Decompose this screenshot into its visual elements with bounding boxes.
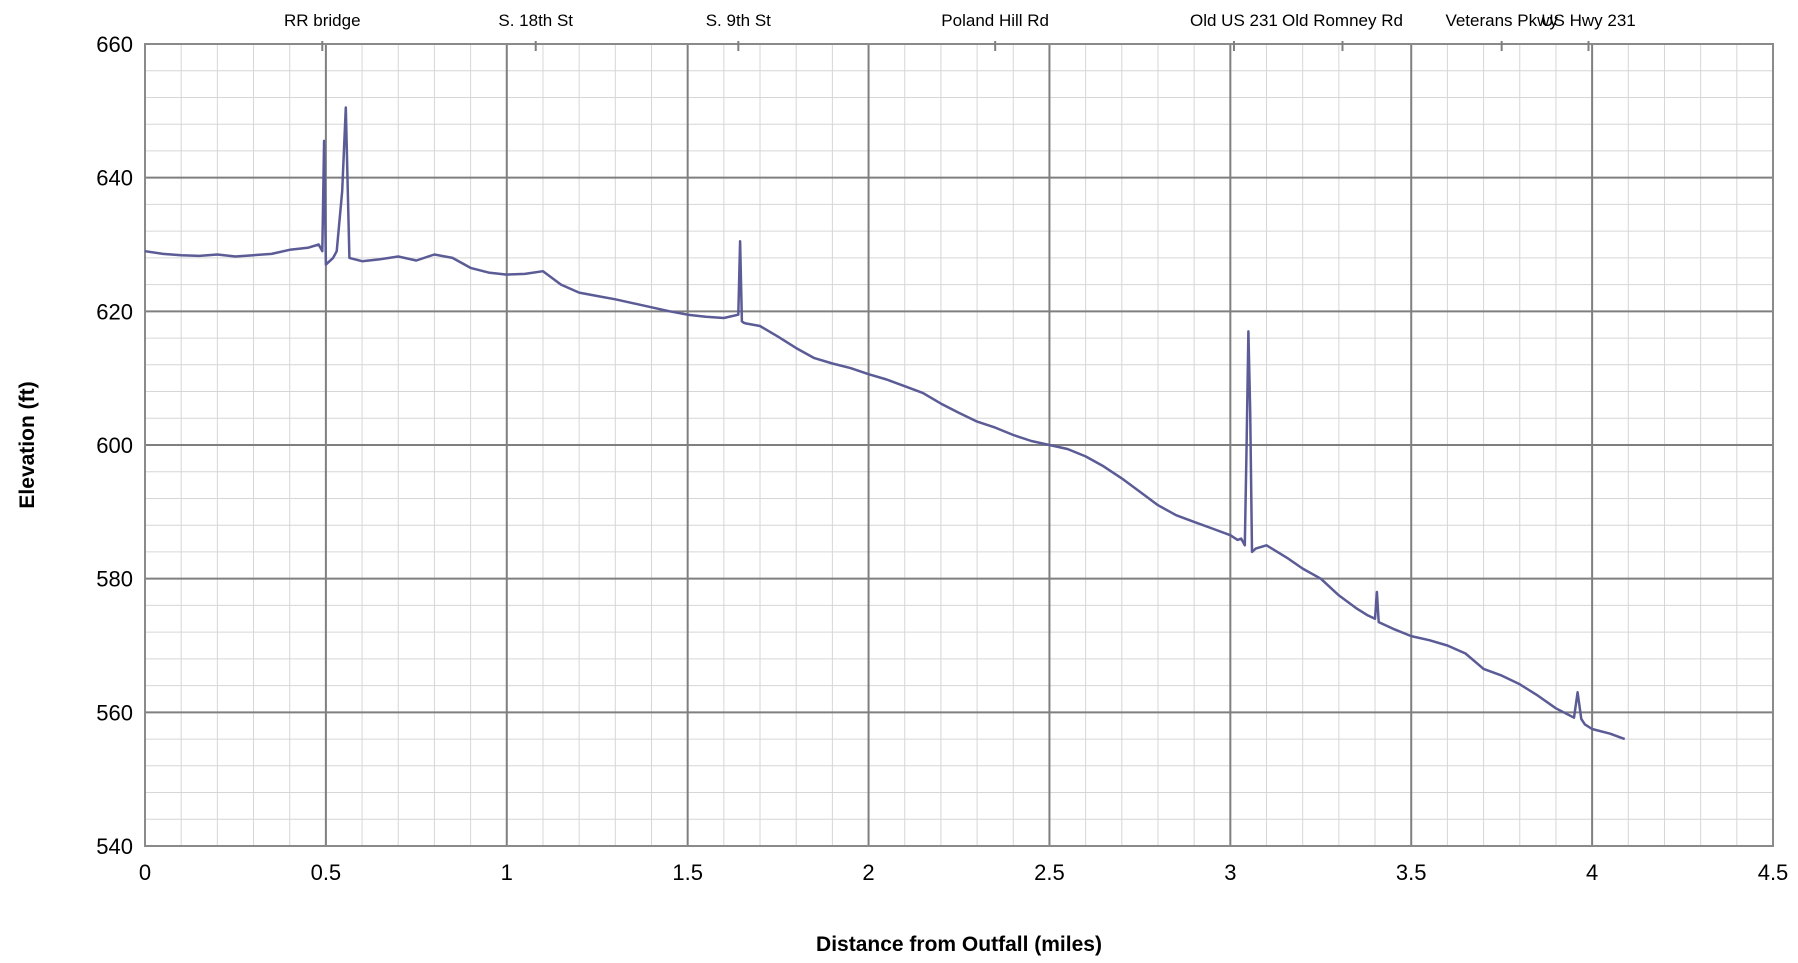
y-tick-label: 660	[96, 32, 133, 57]
x-tick-label: 0	[139, 860, 151, 885]
y-tick-label: 580	[96, 567, 133, 592]
y-tick-label: 600	[96, 433, 133, 458]
landmark-label: S. 9th St	[706, 11, 771, 30]
elevation-series-line	[144, 106, 1626, 741]
x-tick-labels: 0 0.5 1 1.5 2 2.5 3 3.5 4 4.5	[139, 860, 1788, 885]
x-tick-label: 2.5	[1034, 860, 1065, 885]
plot-border	[144, 43, 1774, 847]
y-tick-label: 620	[96, 299, 133, 324]
landmark-label: S. 18th St	[498, 11, 573, 30]
x-tick-label: 1	[501, 860, 513, 885]
landmark-label: RR bridge	[284, 11, 361, 30]
landmark-label: Poland Hill Rd	[941, 11, 1049, 30]
x-tick-label: 2	[862, 860, 874, 885]
x-axis-title: Distance from Outfall (miles)	[816, 933, 1102, 956]
landmark-label: US Hwy 231	[1541, 11, 1635, 30]
plot-area-frame	[144, 43, 1774, 847]
landmark-label: Veterans Pkwy	[1445, 11, 1558, 30]
landmark-label: Old Romney Rd	[1282, 11, 1403, 30]
x-tick-label: 4	[1586, 860, 1598, 885]
y-tick-label: 540	[96, 834, 133, 859]
y-tick-labels: 540 560 580 600 620 640 660	[96, 32, 133, 859]
y-tick-label: 560	[96, 700, 133, 725]
y-tick-label: 640	[96, 166, 133, 191]
x-tick-label: 4.5	[1758, 860, 1789, 885]
series-lines	[144, 106, 1626, 741]
y-axis-title: Elevation (ft)	[16, 381, 39, 508]
x-tick-label: 3.5	[1396, 860, 1427, 885]
landmark-label: Old US 231	[1190, 11, 1278, 30]
x-tick-label: 3	[1224, 860, 1236, 885]
x-tick-label: 0.5	[311, 860, 342, 885]
x-tick-label: 1.5	[672, 860, 703, 885]
major-gridlines	[144, 43, 1774, 847]
landmark-markers: RR bridge S. 18th St S. 9th St Poland Hill …	[284, 11, 1636, 51]
